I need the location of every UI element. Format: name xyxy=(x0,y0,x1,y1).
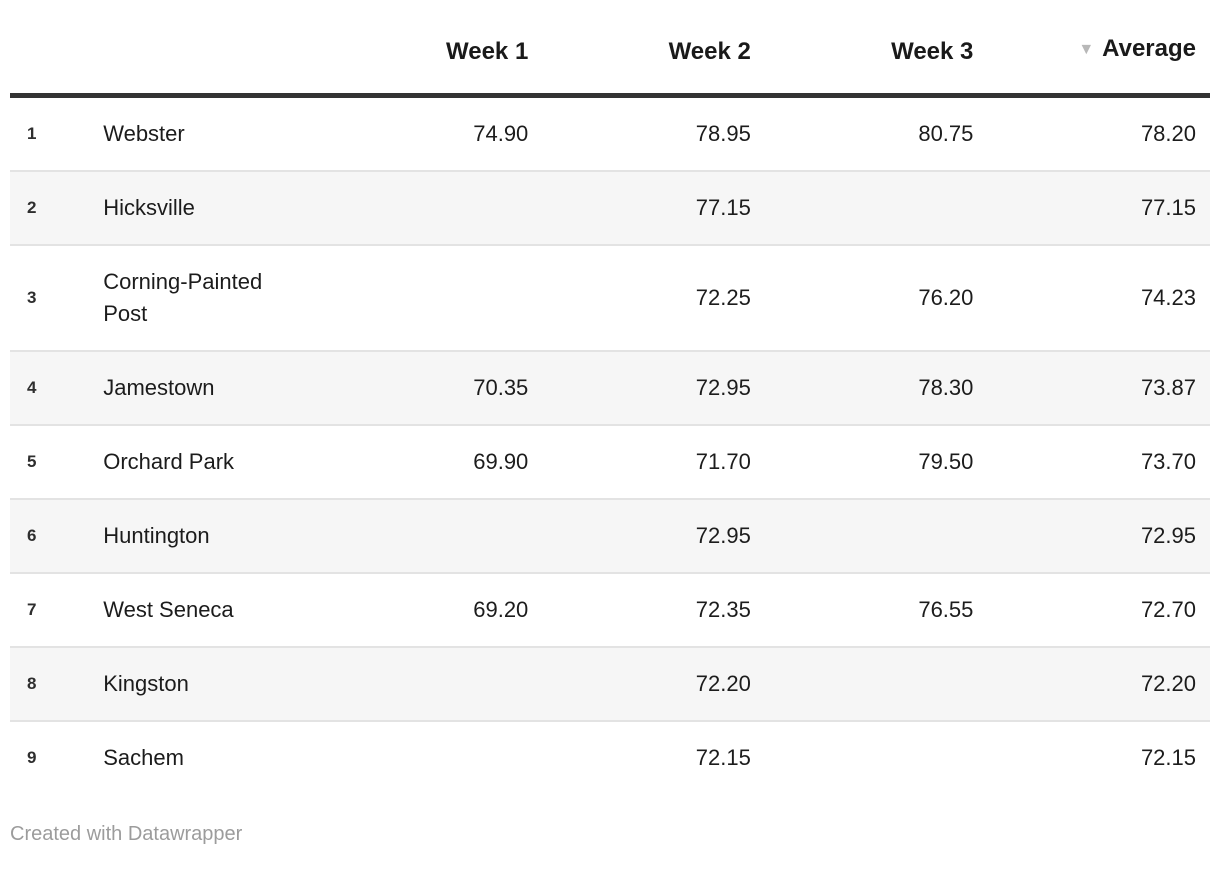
week2-cell: 72.20 xyxy=(695,671,751,696)
district-cell: Huntington xyxy=(103,523,210,548)
week3-cell xyxy=(765,171,988,245)
week2-cell: 77.15 xyxy=(695,195,751,220)
rank-cell: 9 xyxy=(27,748,37,767)
week2-cell: 72.95 xyxy=(695,375,751,400)
week1-cell: 69.20 xyxy=(473,597,529,622)
week1-cell xyxy=(320,721,543,794)
table-row: 7 West Seneca 69.20 72.35 76.55 72.70 xyxy=(10,573,1210,647)
column-header-name xyxy=(103,0,320,98)
week1-cell xyxy=(320,245,543,351)
week2-cell: 72.25 xyxy=(695,285,751,310)
week2-cell: 71.70 xyxy=(695,449,751,474)
rank-cell: 7 xyxy=(27,600,37,619)
average-cell: 73.70 xyxy=(1140,449,1196,474)
week2-cell: 78.95 xyxy=(695,121,751,146)
average-cell: 72.70 xyxy=(1140,597,1196,622)
rank-cell: 6 xyxy=(27,526,37,545)
table-row: 8 Kingston 72.20 72.20 xyxy=(10,647,1210,721)
average-cell: 74.23 xyxy=(1140,285,1196,310)
rankings-table: Week 1 Week 2 Week 3 ▼ Average 1 Webster 74… xyxy=(10,0,1210,794)
week3-cell: 76.20 xyxy=(918,285,974,310)
table-row: 9 Sachem 72.15 72.15 xyxy=(10,721,1210,794)
header-row: Week 1 Week 2 Week 3 ▼ Average xyxy=(10,0,1210,98)
week2-cell: 72.15 xyxy=(695,745,751,770)
average-cell: 72.95 xyxy=(1140,523,1196,548)
district-cell: Webster xyxy=(103,121,185,146)
district-cell: Corning-Painted Post xyxy=(103,269,263,326)
week1-cell: 70.35 xyxy=(473,375,529,400)
column-header-week2[interactable]: Week 2 xyxy=(542,0,765,98)
rank-cell: 8 xyxy=(27,674,37,693)
datawrapper-credit: Created with Datawrapper xyxy=(10,823,243,845)
table-row: 3 Corning-Painted Post 72.25 76.20 74.23 xyxy=(10,245,1210,351)
table-row: 5 Orchard Park 69.90 71.70 79.50 73.70 xyxy=(10,425,1210,499)
week3-cell: 76.55 xyxy=(918,597,974,622)
week1-cell: 69.90 xyxy=(473,449,529,474)
column-header-average[interactable]: ▼ Average xyxy=(987,0,1210,98)
average-cell: 78.20 xyxy=(1140,121,1196,146)
week1-cell xyxy=(320,171,543,245)
table-row: 6 Huntington 72.95 72.95 xyxy=(10,499,1210,573)
average-cell: 72.15 xyxy=(1140,745,1196,770)
average-cell: 77.15 xyxy=(1140,195,1196,220)
rank-cell: 3 xyxy=(27,288,37,307)
week2-cell: 72.35 xyxy=(695,597,751,622)
datawrapper-table-chart: Week 1 Week 2 Week 3 ▼ Average 1 Webster 74… xyxy=(10,0,1210,845)
rank-cell: 5 xyxy=(27,452,37,471)
district-cell: Hicksville xyxy=(103,195,195,220)
rank-cell: 2 xyxy=(27,198,37,217)
table-body: 1 Webster 74.90 78.95 80.75 78.20 2 Hicksville 7… xyxy=(10,96,1210,795)
week3-cell xyxy=(765,721,988,794)
district-cell: Jamestown xyxy=(103,375,215,400)
week3-cell: 79.50 xyxy=(918,449,974,474)
column-header-average-label: Average xyxy=(1102,35,1196,62)
district-cell: Orchard Park xyxy=(103,449,235,474)
column-header-week3[interactable]: Week 3 xyxy=(764,0,988,98)
week3-cell xyxy=(765,647,988,721)
table-row: 4 Jamestown 70.35 72.95 78.30 73.87 xyxy=(10,351,1210,425)
week3-cell: 78.30 xyxy=(918,375,974,400)
week3-cell: 80.75 xyxy=(918,121,974,146)
district-cell: Kingston xyxy=(103,671,189,696)
week1-cell xyxy=(320,647,543,721)
week2-cell: 72.95 xyxy=(695,523,751,548)
column-header-rank xyxy=(10,0,104,98)
district-cell: Sachem xyxy=(103,745,184,770)
rank-cell: 1 xyxy=(27,124,37,143)
average-cell: 73.87 xyxy=(1140,375,1196,400)
week1-cell: 74.90 xyxy=(473,121,529,146)
week1-cell xyxy=(320,499,543,573)
average-cell: 72.20 xyxy=(1140,671,1196,696)
week3-cell xyxy=(765,499,988,573)
sort-descending-icon: ▼ xyxy=(1078,41,1095,58)
table-row: 1 Webster 74.90 78.95 80.75 78.20 xyxy=(10,96,1210,172)
district-cell: West Seneca xyxy=(103,597,234,622)
column-header-week1[interactable]: Week 1 xyxy=(319,0,543,98)
rank-cell: 4 xyxy=(27,378,37,397)
table-row: 2 Hicksville 77.15 77.15 xyxy=(10,171,1210,245)
